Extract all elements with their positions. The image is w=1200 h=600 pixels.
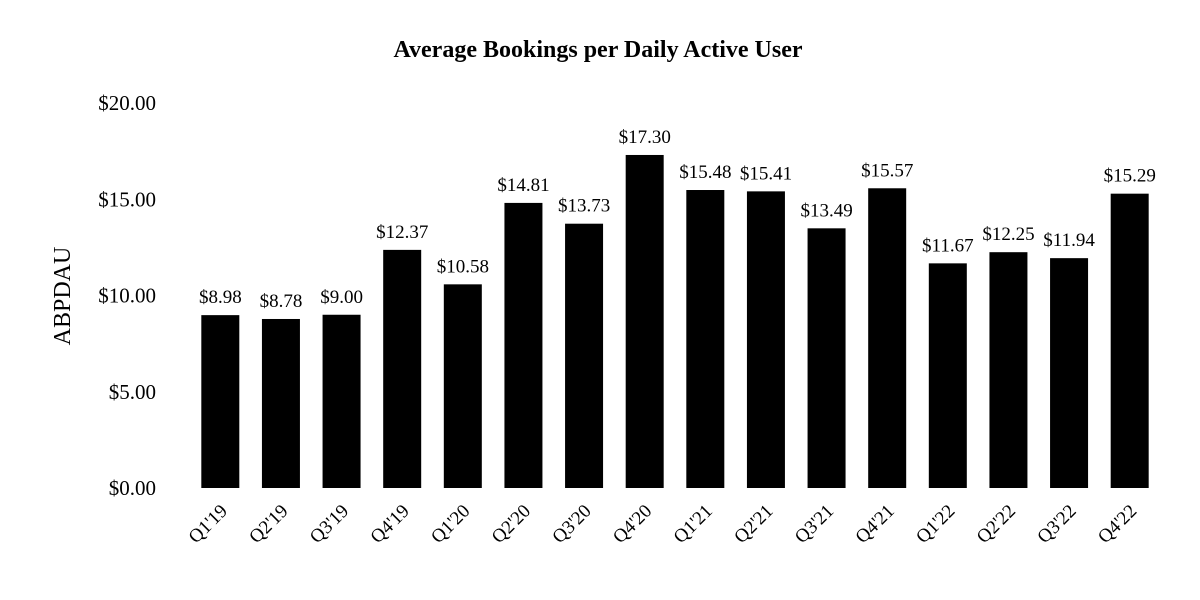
x-tick-label: Q2'22 xyxy=(973,501,1020,548)
bar xyxy=(1110,193,1149,489)
bar xyxy=(383,249,422,488)
x-tick-label: Q3'20 xyxy=(548,501,595,548)
data-label: $9.00 xyxy=(320,287,363,308)
data-label: $15.57 xyxy=(861,160,913,181)
bar xyxy=(201,315,240,488)
bar xyxy=(868,188,907,488)
data-label: $11.67 xyxy=(922,235,974,256)
y-tick-label: $10.00 xyxy=(98,284,156,308)
bar xyxy=(565,223,604,488)
bar xyxy=(322,314,361,488)
data-label: $15.48 xyxy=(679,162,731,183)
data-label: $15.29 xyxy=(1104,166,1156,187)
x-tick-label: Q4'19 xyxy=(367,501,414,548)
bar xyxy=(928,263,967,488)
bars xyxy=(201,154,1149,489)
x-tick-label: Q3'21 xyxy=(791,501,838,548)
data-label: $13.49 xyxy=(800,200,852,221)
data-label: $12.25 xyxy=(982,224,1034,245)
bar xyxy=(504,202,543,488)
bar xyxy=(443,284,482,488)
data-label: $10.58 xyxy=(437,256,489,277)
data-label: $13.73 xyxy=(558,196,610,217)
y-tick-label: $20.00 xyxy=(98,91,156,115)
y-tick-label: $15.00 xyxy=(98,187,156,211)
x-tick-label: Q1'19 xyxy=(185,501,232,548)
y-axis-label: ABPDAU xyxy=(50,247,76,346)
x-tick-label: Q2'21 xyxy=(730,501,777,548)
bar xyxy=(625,154,664,488)
data-label: $17.30 xyxy=(619,127,671,148)
x-tick-label: Q2'19 xyxy=(245,501,292,548)
x-axis-ticks: Q1'19 Q2'19 Q3'19 Q4'19 Q1'20 Q2'20 Q3'20 Q4'20… xyxy=(185,501,1142,548)
data-label: $15.41 xyxy=(740,163,792,184)
data-labels: $8.98 $8.78 $9.00 $12.37 $10.58 $14.81 $13.73 $… xyxy=(199,127,1156,312)
x-tick-label: Q2'20 xyxy=(488,501,535,548)
y-axis-ticks: $0.00 $5.00 $10.00 $15.00 $20.00 xyxy=(98,91,156,500)
bar xyxy=(686,190,725,488)
bar xyxy=(989,252,1028,488)
x-tick-label: Q4'22 xyxy=(1094,501,1141,548)
x-tick-label: Q1'20 xyxy=(427,501,474,548)
x-tick-label: Q1'22 xyxy=(912,501,959,548)
x-tick-label: Q1'21 xyxy=(670,501,717,548)
bar xyxy=(746,191,785,489)
data-label: $8.78 xyxy=(260,291,303,312)
data-label: $8.98 xyxy=(199,287,242,308)
y-tick-label: $5.00 xyxy=(109,380,156,404)
data-label: $11.94 xyxy=(1043,230,1095,251)
x-tick-label: Q3'19 xyxy=(306,501,353,548)
chart-title: Average Bookings per Daily Active User xyxy=(393,37,802,63)
x-tick-label: Q3'22 xyxy=(1033,501,1080,548)
x-tick-label: Q4'21 xyxy=(852,501,899,548)
bar xyxy=(807,228,846,488)
bar xyxy=(261,318,300,488)
data-label: $14.81 xyxy=(497,175,549,196)
bar xyxy=(1050,258,1089,488)
data-label: $12.37 xyxy=(376,222,428,243)
y-tick-label: $0.00 xyxy=(109,476,156,500)
x-tick-label: Q4'20 xyxy=(609,501,656,548)
